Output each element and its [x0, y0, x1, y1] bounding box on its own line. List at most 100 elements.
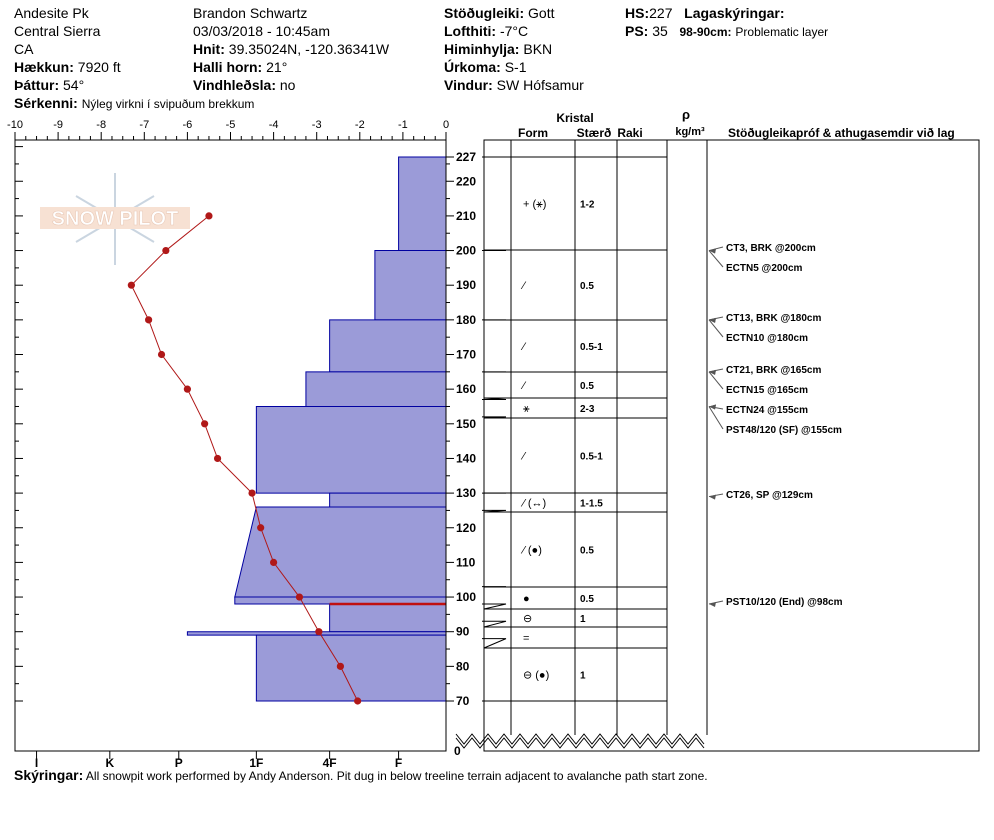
- test-label: CT26, SP @129cm: [726, 490, 813, 501]
- sky: BKN: [523, 41, 553, 57]
- elevation: 7920 ft: [77, 59, 121, 75]
- test-arrow: [708, 406, 724, 430]
- temp-tick-label: -4: [269, 119, 279, 131]
- strata-form: ⁄: [520, 280, 527, 292]
- temp-tick-label: -7: [139, 119, 149, 131]
- aspect: 54°: [63, 77, 85, 93]
- height-tick-label: 180: [456, 313, 476, 327]
- hs: 227: [649, 5, 673, 21]
- temp-tick-label: -9: [53, 119, 63, 131]
- state: CA: [14, 41, 34, 57]
- temp-tick-label: -3: [312, 119, 322, 131]
- test-label: CT21, BRK @165cm: [726, 365, 821, 376]
- height-tick-label: 110: [456, 555, 476, 569]
- header-crystal: Kristal: [556, 111, 593, 125]
- temp-tick-label: -6: [183, 119, 193, 131]
- hardness-tick-label: I: [35, 756, 38, 770]
- slope-row: Halli horn: 21°: [193, 59, 288, 75]
- strata-size: 1-2: [580, 200, 595, 211]
- precip-row: Úrkoma: S-1: [444, 59, 527, 75]
- temperature-point: [127, 281, 135, 289]
- air-temp: -7°C: [499, 23, 529, 39]
- layer-notes-label: Lagaskýringar:: [684, 5, 785, 21]
- temperature-point: [205, 212, 213, 220]
- temperature-point: [257, 524, 265, 532]
- strata-form: ⊖ (●): [523, 670, 549, 682]
- strata-size: 1: [580, 671, 586, 682]
- test-arrow: [708, 371, 724, 390]
- features-row: Sérkenni: Nýleg virkni í svipuðum brekku…: [14, 95, 255, 111]
- hardness-tick-label: F: [395, 756, 402, 770]
- height-tick-label: 190: [456, 278, 476, 292]
- height-tick-label: 160: [456, 382, 476, 396]
- temperature-point: [157, 350, 166, 359]
- header-weather: Stöðugleiki: Gott Lofthiti: -7°C Himinhy…: [444, 4, 584, 94]
- strata-form: ⚹: [523, 403, 530, 415]
- hardness-layer: [398, 156, 447, 252]
- strata-form: ⁄ (↔): [520, 498, 546, 510]
- air-temp-row: Lofthiti: -7°C: [444, 23, 529, 39]
- temperature-point: [162, 246, 170, 255]
- header-moisture: Raki: [617, 126, 642, 140]
- layer-notes-range: 98-90cm:: [679, 25, 732, 39]
- temp-tick-label: -5: [226, 119, 236, 131]
- coords-row: Hnit: 39.35024N, -120.36341W: [193, 41, 390, 57]
- temperature-point: [183, 385, 191, 393]
- height-tick-label: 120: [456, 521, 476, 535]
- hardness-layer: [305, 371, 447, 407]
- test-arrowhead: [709, 248, 716, 254]
- height-tick-label: 130: [456, 486, 476, 500]
- hardness-tick-label: 4F: [323, 756, 337, 770]
- test-arrowhead: [709, 494, 716, 500]
- strata-form: ●: [523, 593, 530, 605]
- temp-tick-label: -2: [355, 119, 365, 131]
- hardness-layer: [329, 319, 447, 373]
- height-tick-label: 100: [456, 590, 476, 604]
- sky-row: Himinhylja: BKN: [444, 41, 553, 57]
- strata-connector: [482, 509, 511, 513]
- strata-size: 0.5-1: [580, 342, 603, 353]
- strata-size: 2-3: [580, 404, 595, 415]
- strata-connector: [482, 638, 511, 649]
- test-label: PST48/120 (SF) @155cm: [726, 425, 842, 436]
- stability-row: Stöðugleiki: Gott: [444, 5, 555, 21]
- hardness-layer: [255, 405, 447, 494]
- hardness-tick-label: K: [105, 756, 114, 770]
- stability: Gott: [528, 5, 555, 21]
- aspect-row: Þáttur: 54°: [14, 77, 85, 93]
- hardness-layer: [329, 603, 447, 633]
- ps: 35: [652, 23, 668, 39]
- height-tick-label: 70: [456, 694, 470, 708]
- snow-profile-chart: SNOW PILOT -10 -9 -8 -7 -6 -5 -4 -3 -2 -1 0I K P 1F 4F…: [7, 107, 980, 770]
- test-arrow: [708, 250, 724, 268]
- temperature-point: [270, 558, 278, 567]
- test-arrowhead: [709, 404, 716, 410]
- temp-tick-label: 0: [443, 119, 449, 131]
- test-arrowhead: [709, 317, 716, 323]
- strata-form: ⁄: [520, 341, 527, 353]
- hardness-tick-label: P: [175, 756, 183, 770]
- header-left: Andesite Pk Central Sierra CA Hækkun: 79…: [14, 4, 254, 113]
- wind-loading: no: [279, 77, 296, 93]
- header-density-unit: kg/m³: [675, 126, 705, 138]
- test-label: ECTN5 @200cm: [726, 263, 803, 274]
- snowpilot-watermark: SNOW PILOT: [40, 173, 190, 265]
- comments-row: Skýringar: All snowpit work performed by…: [14, 767, 708, 783]
- features: Nýleg virkni í svipuðum brekkum: [81, 97, 255, 111]
- header-middle: Brandon Schwartz 03/03/2018 - 10:45am Hn…: [193, 4, 389, 94]
- header-form: Form: [518, 126, 548, 140]
- temperature-profile: [127, 212, 362, 705]
- ps-row: PS: 35 98-90cm: Problematic layer: [625, 23, 829, 39]
- range: Central Sierra: [14, 23, 101, 39]
- strata-size: 0.5: [580, 546, 594, 557]
- test-arrowhead: [709, 601, 716, 607]
- strata-size: 0.5-1: [580, 452, 603, 463]
- header-size: Stærð: [577, 126, 612, 140]
- watermark-band: [40, 207, 190, 229]
- location: Andesite Pk: [14, 5, 89, 21]
- wind: SW Hófsamur: [496, 77, 584, 93]
- observer: Brandon Schwartz: [193, 5, 308, 21]
- height-tick-label: 90: [456, 625, 470, 639]
- watermark-text: SNOW PILOT: [52, 208, 179, 230]
- precip: S-1: [504, 59, 527, 75]
